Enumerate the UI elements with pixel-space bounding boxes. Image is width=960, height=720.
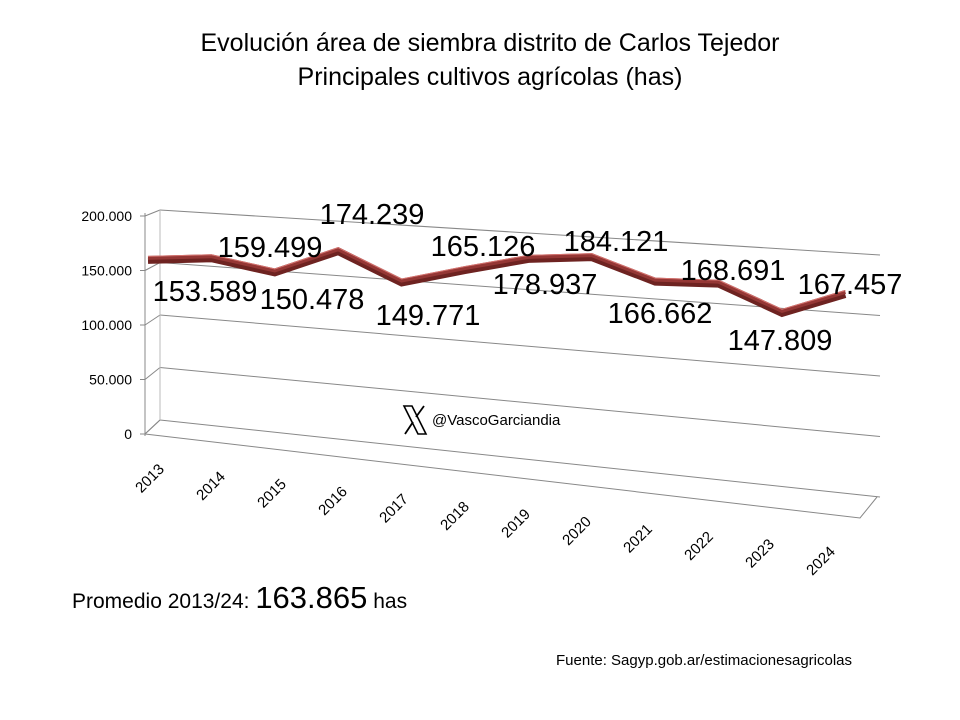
series-line: [147, 247, 846, 314]
x-tick-label: 2014: [193, 468, 229, 504]
data-label: 184.121: [564, 226, 669, 258]
watermark-handle: @VascoGarciandia: [432, 411, 561, 429]
data-label: 165.126: [431, 231, 536, 263]
y-tick-label: 100.000: [81, 317, 132, 333]
gridline: [159, 419, 881, 498]
x-tick-label: 2017: [376, 491, 412, 527]
x-tick-label: 2019: [498, 506, 534, 542]
x-tick-label: 2018: [437, 498, 473, 534]
x-tick-label: 2020: [559, 513, 595, 549]
y-tick-label: 0: [124, 426, 132, 442]
series-line-highlight: [147, 247, 846, 310]
average-summary: Promedio 2013/24: 163.865 has: [72, 580, 407, 616]
y-tick-label: 200.000: [81, 208, 132, 224]
x-logo-icon: [402, 405, 428, 435]
gridline: [159, 209, 881, 256]
average-unit: has: [373, 590, 408, 613]
watermark: @VascoGarciandia: [402, 405, 560, 435]
data-label: 166.662: [608, 298, 713, 330]
x-tick-label: 2016: [315, 483, 351, 519]
average-label: Promedio 2013/24:: [72, 590, 250, 613]
x-tick-label: 2013: [132, 461, 168, 497]
data-label: 174.239: [320, 199, 425, 231]
data-label: 147.809: [728, 325, 833, 357]
x-tick-label: 2015: [254, 476, 290, 512]
side-gridline: [144, 367, 161, 380]
chart-title: Evolución área de siembra distrito de Ca…: [200, 29, 780, 57]
data-label: 153.589: [153, 276, 258, 308]
gridline: [159, 367, 881, 437]
x-tick-label: 2024: [803, 543, 839, 579]
data-label: 149.771: [376, 300, 481, 332]
floor-edge: [144, 433, 878, 519]
data-label: 167.457: [798, 269, 903, 301]
x-tick-label: 2023: [742, 536, 778, 572]
side-gridline: [144, 314, 161, 326]
source-note: Fuente: Sagyp.gob.ar/estimacionesagricol…: [556, 652, 853, 669]
data-label: 178.937: [493, 269, 598, 301]
average-value: 163.865: [255, 580, 368, 615]
y-tick-label: 150.000: [81, 263, 132, 279]
data-label: 150.478: [260, 284, 365, 316]
y-tick-label: 50.000: [89, 372, 132, 388]
data-label: 168.691: [681, 255, 786, 287]
chart-subtitle: Principales cultivos agrícolas (has): [297, 63, 683, 91]
x-tick-label: 2022: [681, 528, 717, 564]
x-tick-label: 2021: [620, 521, 656, 557]
side-gridline: [144, 262, 161, 271]
floor-side-edge: [144, 419, 161, 435]
data-label: 159.499: [218, 232, 323, 264]
gridline: [159, 314, 881, 377]
side-gridline: [144, 209, 161, 217]
series-line-shadow: [147, 248, 847, 318]
